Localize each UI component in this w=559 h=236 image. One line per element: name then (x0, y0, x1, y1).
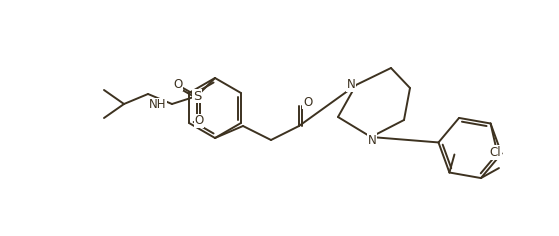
Text: Cl: Cl (490, 146, 501, 159)
Text: NH: NH (149, 98, 166, 111)
Text: O: O (173, 77, 183, 90)
Text: N: N (368, 134, 376, 147)
Text: O: O (303, 96, 312, 109)
Text: N: N (347, 79, 356, 92)
Text: S: S (193, 89, 201, 102)
Text: O: O (195, 114, 203, 127)
